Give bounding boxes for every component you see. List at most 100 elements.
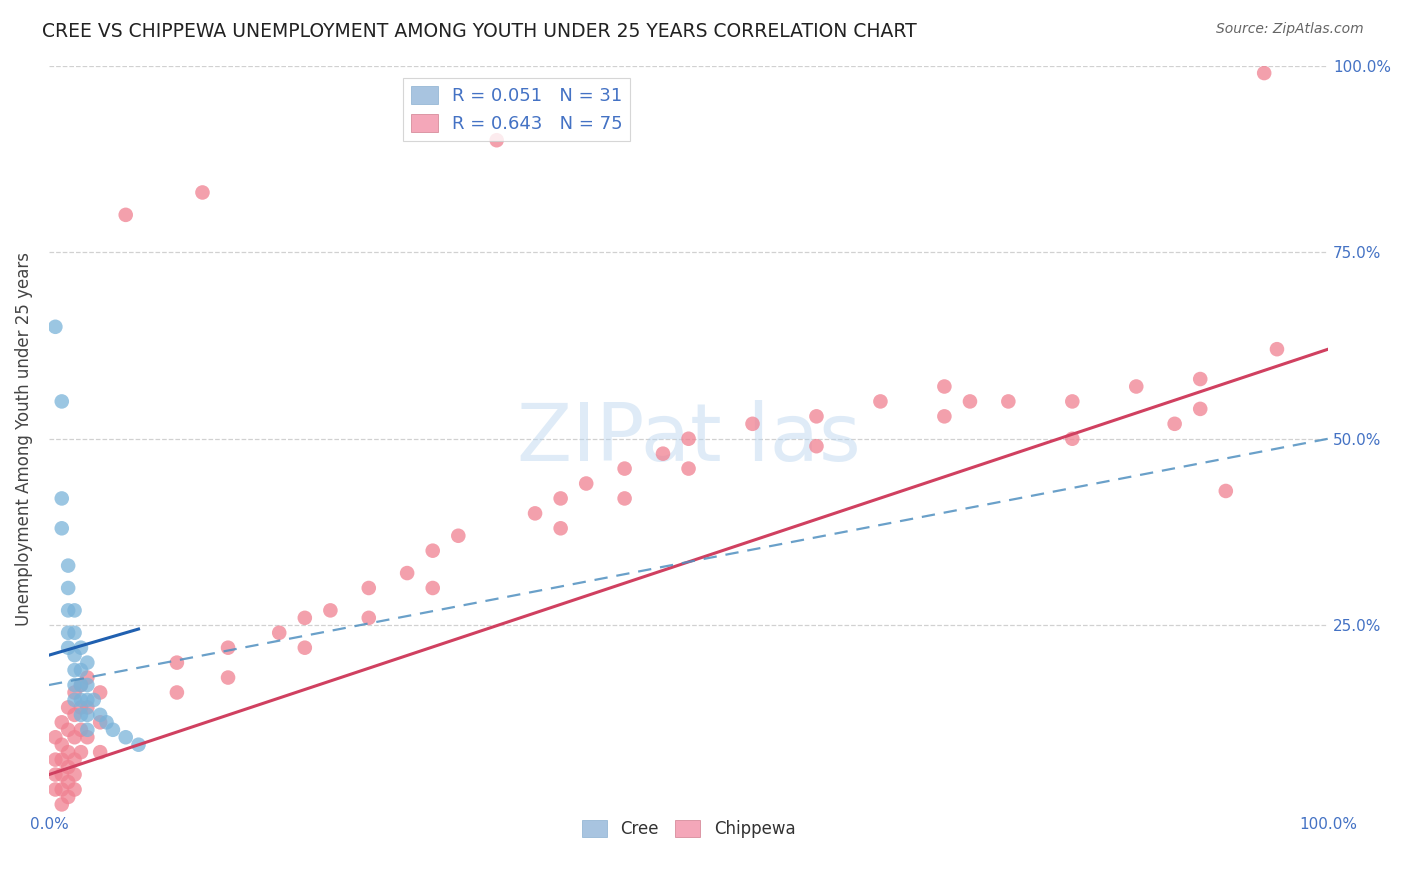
Point xyxy=(357,581,380,595)
Point xyxy=(56,700,79,714)
Point xyxy=(96,715,118,730)
Point xyxy=(806,409,828,424)
Point xyxy=(56,775,79,789)
Point xyxy=(56,789,79,804)
Point xyxy=(294,640,316,655)
Text: CREE VS CHIPPEWA UNEMPLOYMENT AMONG YOUTH UNDER 25 YEARS CORRELATION CHART: CREE VS CHIPPEWA UNEMPLOYMENT AMONG YOUT… xyxy=(42,22,917,41)
Point xyxy=(51,394,73,409)
Point xyxy=(101,723,124,737)
Point xyxy=(1062,394,1084,409)
Point xyxy=(83,693,105,707)
Text: ZIPat las: ZIPat las xyxy=(516,400,860,478)
Point xyxy=(869,394,891,409)
Point xyxy=(652,447,675,461)
Point xyxy=(422,543,444,558)
Point xyxy=(166,685,188,699)
Point xyxy=(485,133,508,147)
Point xyxy=(56,625,79,640)
Point xyxy=(114,731,136,745)
Point xyxy=(678,432,700,446)
Point xyxy=(63,663,86,677)
Point xyxy=(76,671,98,685)
Point xyxy=(934,409,956,424)
Point xyxy=(70,640,93,655)
Point xyxy=(63,753,86,767)
Point xyxy=(56,760,79,774)
Point xyxy=(741,417,763,431)
Point xyxy=(934,379,956,393)
Point xyxy=(217,640,239,655)
Point xyxy=(1265,342,1288,356)
Point xyxy=(524,507,547,521)
Point xyxy=(76,693,98,707)
Point xyxy=(550,491,572,506)
Point xyxy=(357,611,380,625)
Point xyxy=(44,767,66,781)
Point xyxy=(166,656,188,670)
Point xyxy=(51,767,73,781)
Point xyxy=(70,678,93,692)
Point xyxy=(56,581,79,595)
Point xyxy=(56,558,79,573)
Point xyxy=(678,461,700,475)
Point xyxy=(63,767,86,781)
Point xyxy=(89,685,111,699)
Point xyxy=(70,745,93,759)
Point xyxy=(63,693,86,707)
Point xyxy=(217,671,239,685)
Point xyxy=(1163,417,1185,431)
Point xyxy=(806,439,828,453)
Point xyxy=(1253,66,1275,80)
Point xyxy=(51,738,73,752)
Point xyxy=(76,678,98,692)
Point xyxy=(613,491,636,506)
Point xyxy=(44,782,66,797)
Point xyxy=(51,797,73,812)
Point xyxy=(70,723,93,737)
Point xyxy=(114,208,136,222)
Point xyxy=(191,186,214,200)
Point xyxy=(89,707,111,722)
Point xyxy=(89,745,111,759)
Point xyxy=(70,678,93,692)
Point xyxy=(89,715,111,730)
Point xyxy=(269,625,291,640)
Point xyxy=(997,394,1019,409)
Point xyxy=(422,581,444,595)
Point xyxy=(1125,379,1147,393)
Point xyxy=(76,656,98,670)
Point xyxy=(44,731,66,745)
Point xyxy=(396,566,419,580)
Point xyxy=(56,723,79,737)
Point xyxy=(51,715,73,730)
Point xyxy=(63,678,86,692)
Point xyxy=(128,738,150,752)
Point xyxy=(76,723,98,737)
Point xyxy=(63,685,86,699)
Point xyxy=(63,782,86,797)
Point xyxy=(63,731,86,745)
Point xyxy=(63,603,86,617)
Point xyxy=(550,521,572,535)
Point xyxy=(56,603,79,617)
Point xyxy=(70,700,93,714)
Point xyxy=(76,731,98,745)
Point xyxy=(1189,372,1212,386)
Point xyxy=(1189,401,1212,416)
Point xyxy=(51,491,73,506)
Point xyxy=(76,700,98,714)
Legend: Cree, Chippewa: Cree, Chippewa xyxy=(575,814,801,845)
Point xyxy=(294,611,316,625)
Point xyxy=(51,753,73,767)
Point xyxy=(51,782,73,797)
Point xyxy=(575,476,598,491)
Text: Source: ZipAtlas.com: Source: ZipAtlas.com xyxy=(1216,22,1364,37)
Y-axis label: Unemployment Among Youth under 25 years: Unemployment Among Youth under 25 years xyxy=(15,252,32,626)
Point xyxy=(56,640,79,655)
Point xyxy=(63,707,86,722)
Point xyxy=(447,529,470,543)
Point xyxy=(63,625,86,640)
Point xyxy=(1215,483,1237,498)
Point xyxy=(70,663,93,677)
Point xyxy=(959,394,981,409)
